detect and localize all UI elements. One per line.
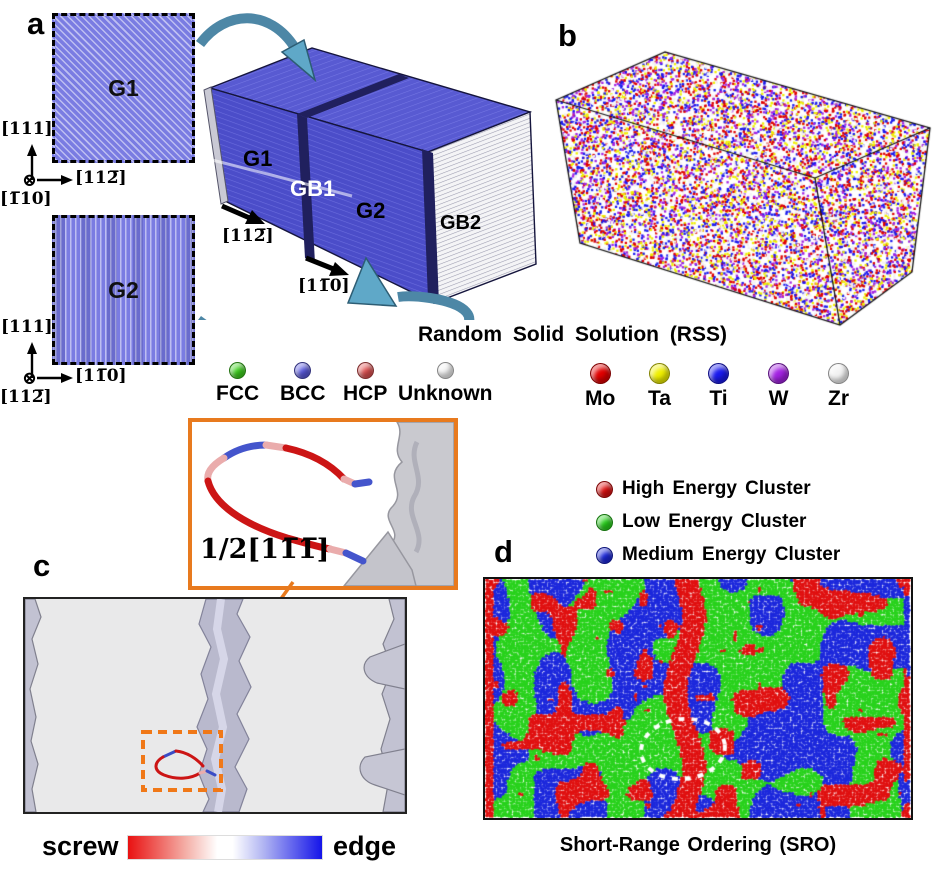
- curved-arrow-bottom-head-icon: [346, 256, 398, 307]
- legend-zr: Zr: [828, 363, 849, 411]
- grain-g1-label: G1: [108, 74, 139, 101]
- right-arrow-icon: [61, 373, 73, 383]
- gb-band-center: [196, 599, 252, 812]
- box-gb1-label: GB1: [290, 176, 336, 201]
- gb-surface-spike: [343, 530, 417, 586]
- panel-d-caption: Short-Range Ordering (SRO): [559, 834, 837, 856]
- box-dir2-label: [11̅0]: [298, 276, 350, 296]
- axis-g2-out-label: [112̅]: [0, 387, 52, 407]
- legend-high-energy: High Energy Cluster: [596, 478, 811, 500]
- w-dot-icon: [768, 363, 789, 384]
- box-dir1-label: [112̅]: [222, 226, 274, 246]
- fcc-dot-icon: [229, 362, 247, 379]
- axis-g2-out-icon: ⊗: [22, 368, 38, 389]
- gb-band-left: [25, 599, 42, 812]
- legend-low-energy: Low Energy Cluster: [596, 511, 806, 533]
- axis-g1-up-label: [111]: [1, 119, 53, 139]
- dir1-arrowhead-icon: [245, 210, 265, 224]
- panel-a-label: a: [27, 6, 45, 41]
- mo-dot-icon: [589, 363, 611, 384]
- grain-g2-label: G2: [108, 276, 139, 303]
- gb-band-center-highlight: [210, 599, 229, 812]
- dislocation-map: [23, 597, 407, 814]
- legend-fcc: FCC: [216, 362, 259, 406]
- colorbar-left-label: screw: [42, 831, 119, 861]
- up-arrow-icon: [27, 342, 37, 354]
- colorbar-right-label: edge: [333, 831, 397, 861]
- legend-ti: Ti: [708, 363, 729, 411]
- bcc-dot-icon: [294, 362, 312, 379]
- screw-edge-colorbar: [127, 835, 323, 860]
- axes-g2-arrows: [27, 342, 73, 383]
- dislocation-inset: 1/2[11̅1̅]: [188, 418, 458, 590]
- legend-ta: Ta: [648, 363, 671, 411]
- legend-bcc: BCC: [280, 362, 326, 406]
- small-dislocation-loop: [154, 749, 217, 780]
- axis-g1-right-label: [112̅]: [75, 168, 127, 188]
- ti-dot-icon: [708, 363, 729, 384]
- dislocation-loop: [204, 441, 373, 565]
- burgers-vector-label: 1/2[11̅1̅]: [200, 534, 330, 565]
- box-gb2-label: GB2: [440, 212, 482, 234]
- left-edge-band: [203, 86, 229, 205]
- legend-hcp: HCP: [343, 362, 387, 406]
- streak: [211, 158, 353, 198]
- medium-energy-dot-icon: [596, 546, 613, 564]
- gb2-edge-band: [422, 149, 439, 304]
- zoom-region-box: [141, 730, 223, 792]
- legend-w: W: [768, 363, 789, 411]
- unknown-dot-icon: [436, 362, 454, 379]
- up-arrow-icon: [27, 144, 37, 156]
- gb1-band-front: [297, 114, 315, 263]
- box-g2-label: G2: [356, 198, 386, 223]
- legend-mo: Mo: [585, 363, 615, 411]
- grain-g1-square: G1: [52, 13, 195, 163]
- zr-dot-icon: [828, 363, 849, 384]
- dir1-arrow: [221, 203, 253, 222]
- axis-g1-out-label: [1̅10]: [0, 189, 52, 209]
- gb-surface-shading: [408, 440, 422, 554]
- axis-g2-up-label: [111]: [1, 317, 53, 337]
- axis-g1-out-icon: ⊗: [22, 170, 38, 191]
- ta-dot-icon: [648, 363, 670, 384]
- high-energy-dot-icon: [596, 480, 613, 498]
- axes-g1-arrows: [27, 144, 73, 185]
- sro-cluster-map: [483, 577, 913, 820]
- legend-medium-energy: Medium Energy Cluster: [596, 544, 840, 566]
- legend-unknown: Unknown: [398, 362, 493, 406]
- rss-atom-box: [548, 40, 938, 335]
- dir2-arrow: [305, 255, 337, 273]
- axis-g2-right-label: [11̅0]: [75, 366, 127, 386]
- box-g1-label: G1: [243, 146, 273, 171]
- grain-g2-square: G2: [52, 215, 195, 365]
- gb1-band-top: [297, 74, 409, 118]
- curved-arrow-top-head-icon: [280, 38, 317, 83]
- right-arrow-icon: [61, 175, 73, 185]
- hcp-dot-icon: [356, 362, 374, 379]
- dislocation-inset-art: [204, 422, 454, 586]
- low-energy-dot-icon: [596, 513, 613, 531]
- panel-c-label: c: [33, 548, 51, 583]
- gb-blob-right-lower: [359, 748, 405, 796]
- panel-b-caption: Random Solid Solution (RSS): [418, 323, 727, 346]
- curved-arrow-top: [195, 13, 300, 51]
- dir2-arrowhead-icon: [329, 262, 349, 276]
- panel-d-label: d: [494, 534, 513, 569]
- bicrystal-box: [195, 13, 537, 320]
- curved-arrow-bottom: [198, 291, 475, 320]
- gb-blob-right-upper: [363, 643, 405, 690]
